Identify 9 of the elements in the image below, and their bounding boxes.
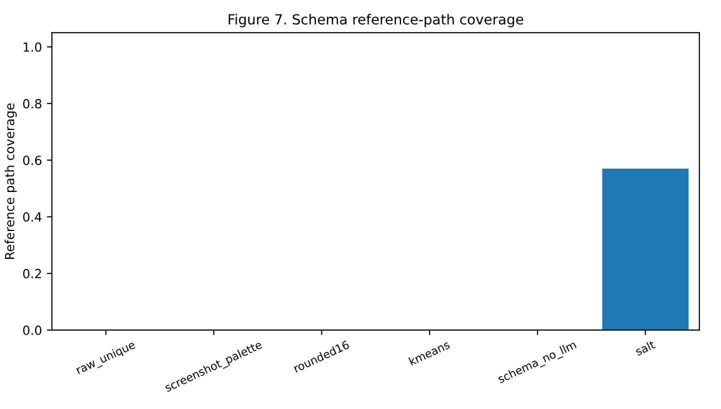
y-axis-title: Reference path coverage [4, 103, 17, 259]
y-tick-label: 0.8 [23, 98, 42, 108]
y-tick-label: 0.4 [23, 212, 42, 222]
x-tick-label: salt [634, 340, 656, 356]
y-tick-label: 1.0 [24, 42, 42, 52]
y-tick-label: 0.0 [23, 326, 42, 335]
chart-title: Figure 7. Schema reference-path coverage [228, 14, 524, 28]
y-tick-label: 0.2 [23, 268, 41, 278]
y-tick-label: 0.6 [23, 156, 42, 166]
